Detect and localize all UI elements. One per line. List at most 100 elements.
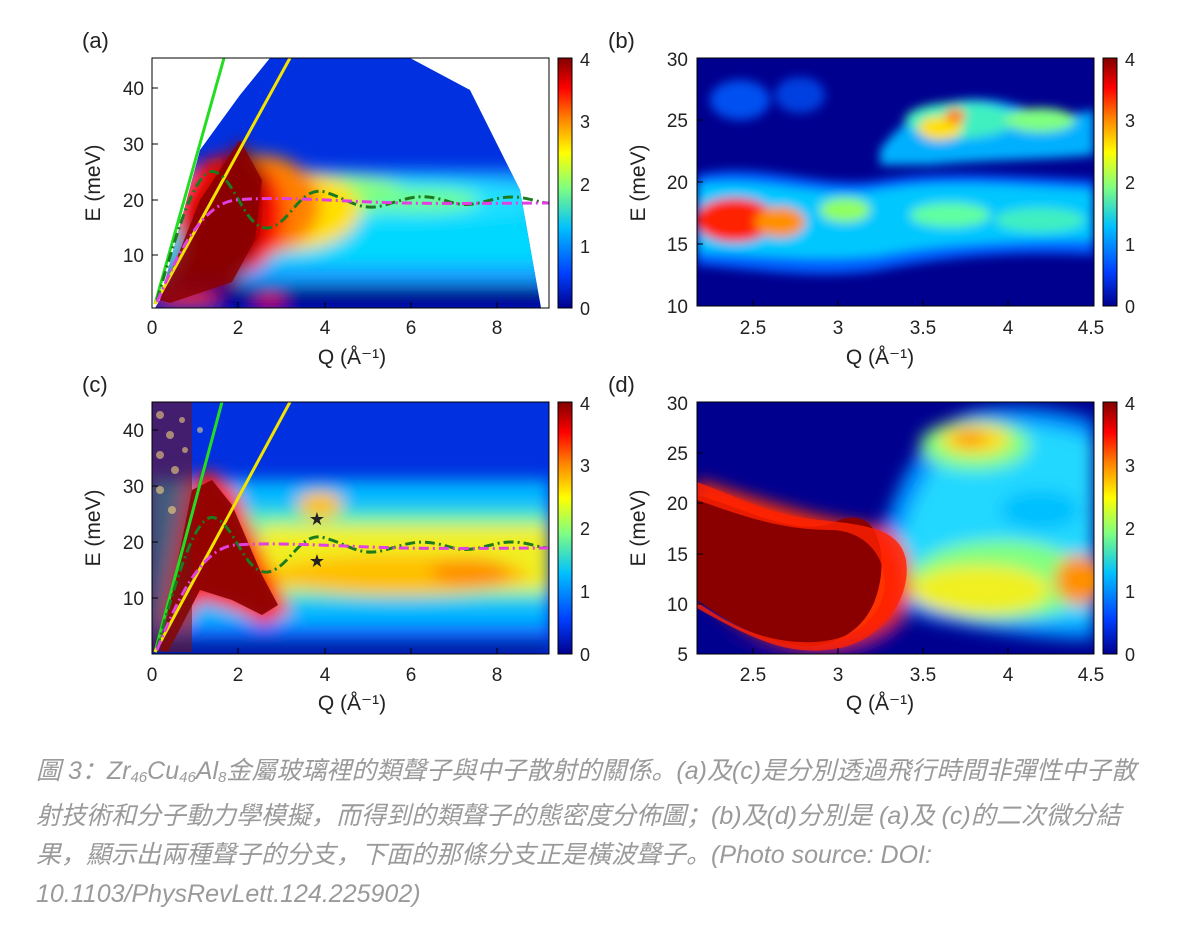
colorbar-tick: 4 xyxy=(1125,50,1135,70)
ytick-label: 25 xyxy=(667,111,688,132)
panel-b: (b) 2.5 3 3.5 4 4.5 10 15 20 25 30 Q (Å⁻… xyxy=(608,28,1135,369)
colorbar-tick: 4 xyxy=(580,50,590,70)
caption-subscript: 8 xyxy=(218,769,227,786)
xtick-label: 0 xyxy=(147,665,158,686)
panel-label-d: (d) xyxy=(608,372,635,397)
colorbar-tick: 3 xyxy=(580,456,590,476)
ytick-label: 25 xyxy=(667,444,688,465)
caption-text: 金屬玻璃裡的類聲子與中子散射的關係。(a)及(c)是分別透過飛行時間非彈性中子散… xyxy=(36,757,1137,908)
xtick-label: 4 xyxy=(1003,665,1014,686)
ytick-label: 15 xyxy=(667,545,688,566)
heatmap-c xyxy=(152,402,549,654)
ytick-label: 20 xyxy=(123,533,144,554)
xtick-label: 4.5 xyxy=(1078,665,1104,686)
ytick-label: 10 xyxy=(667,595,688,616)
xtick-label: 0 xyxy=(147,318,158,339)
y-axis-label-a: E (meV) xyxy=(82,144,105,221)
ytick-label: 5 xyxy=(677,645,688,666)
xtick-label: 8 xyxy=(492,665,503,686)
caption-subscript: 46 xyxy=(130,769,148,786)
star-marker: ★ xyxy=(309,509,325,529)
xtick-label: 2.5 xyxy=(740,318,766,339)
colorbar-tick: 0 xyxy=(580,645,590,665)
ytick-label: 10 xyxy=(123,246,144,267)
colorbar-tick: 3 xyxy=(1125,111,1135,131)
caption-element: Al xyxy=(195,757,219,785)
colorbar-c xyxy=(557,401,573,655)
ytick-label: 30 xyxy=(123,135,144,156)
xtick-label: 2 xyxy=(233,318,244,339)
xtick-label: 6 xyxy=(406,318,417,339)
xtick-label: 8 xyxy=(492,318,503,339)
ytick-label: 20 xyxy=(667,173,688,194)
xtick-label: 3.5 xyxy=(910,318,936,339)
heatmap-b xyxy=(697,58,1094,306)
panel-d: (d) 2.5 3 3.5 4 4.5 5 10 15 20 25 30 Q (… xyxy=(608,372,1135,715)
green-line xyxy=(153,57,226,305)
oscillation-pattern xyxy=(152,402,203,652)
dashed-magenta-curve xyxy=(155,542,550,651)
heatmap-d xyxy=(697,402,1094,654)
xtick-label: 3 xyxy=(833,665,844,686)
ticks-d xyxy=(697,452,1009,654)
colorbar-tick: 3 xyxy=(1125,456,1135,476)
colorbar-d xyxy=(1102,401,1118,655)
xtick-label: 4.5 xyxy=(1078,318,1104,339)
y-axis-label-b: E (meV) xyxy=(627,144,650,221)
colorbar-b xyxy=(1102,57,1118,307)
green-line xyxy=(153,401,224,653)
yellow-line xyxy=(153,401,292,653)
xtick-label: 2 xyxy=(233,665,244,686)
axes-frame-c xyxy=(151,401,550,655)
x-axis-label-d: Q (Å⁻¹) xyxy=(846,692,914,715)
figure-caption: 圖 3：Zr46Cu46Al8金屬玻璃裡的類聲子與中子散射的關係。(a)及(c)… xyxy=(36,752,1156,914)
ytick-label: 10 xyxy=(667,297,688,318)
ytick-label: 15 xyxy=(667,235,688,256)
colorbar-tick: 0 xyxy=(1125,297,1135,317)
y-axis-label-d: E (meV) xyxy=(627,489,650,566)
x-axis-label-a: Q (Å⁻¹) xyxy=(318,346,386,369)
colorbar-tick: 2 xyxy=(580,519,590,539)
yellow-line xyxy=(153,57,292,305)
colorbar-tick: 0 xyxy=(1125,645,1135,665)
xtick-label: 3 xyxy=(833,318,844,339)
colorbar-tick: 1 xyxy=(580,237,590,257)
xtick-label: 4 xyxy=(320,318,331,339)
axes-frame-a xyxy=(151,57,550,309)
colorbar-tick: 4 xyxy=(1125,394,1135,414)
axes-frame-d xyxy=(696,401,1095,655)
xtick-label: 4 xyxy=(320,665,331,686)
colorbar-tick: 4 xyxy=(580,394,590,414)
ticks-b xyxy=(697,119,1009,306)
caption-element: Cu xyxy=(147,757,180,785)
y-axis-label-c: E (meV) xyxy=(82,489,105,566)
panel-label-c: (c) xyxy=(82,372,108,397)
caption-subscript: 46 xyxy=(179,769,196,786)
panel-c: ★ ★ (c) 0 2 4 6 8 10 20 30 40 Q (Å⁻¹) E … xyxy=(82,372,590,715)
ticks-c xyxy=(151,429,498,654)
ytick-label: 40 xyxy=(123,79,144,100)
colorbar-tick: 1 xyxy=(1125,235,1135,255)
ytick-label: 30 xyxy=(667,50,688,71)
star-marker: ★ xyxy=(309,551,325,571)
dashed-green-curve xyxy=(155,516,550,649)
colorbar-tick: 1 xyxy=(1125,582,1135,602)
x-axis-label-c: Q (Å⁻¹) xyxy=(318,692,386,715)
dashed-green-curve xyxy=(155,170,550,301)
colorbar-tick: 1 xyxy=(580,582,590,602)
ytick-label: 10 xyxy=(123,589,144,610)
colorbar-tick: 3 xyxy=(580,112,590,132)
dashed-magenta-curve xyxy=(155,197,550,303)
colorbar-tick: 2 xyxy=(1125,173,1135,193)
xtick-label: 4 xyxy=(1003,318,1014,339)
xtick-label: 3.5 xyxy=(910,665,936,686)
caption-prefix: 圖 3：Zr xyxy=(36,757,131,785)
xtick-label: 2.5 xyxy=(740,665,766,686)
x-axis-label-b: Q (Å⁻¹) xyxy=(846,346,914,369)
colorbar-tick: 2 xyxy=(580,175,590,195)
panel-label-b: (b) xyxy=(608,28,635,53)
colorbar-a xyxy=(557,57,573,309)
panel-label-a: (a) xyxy=(82,28,109,53)
ytick-label: 20 xyxy=(667,494,688,515)
ticks-a xyxy=(151,87,498,308)
